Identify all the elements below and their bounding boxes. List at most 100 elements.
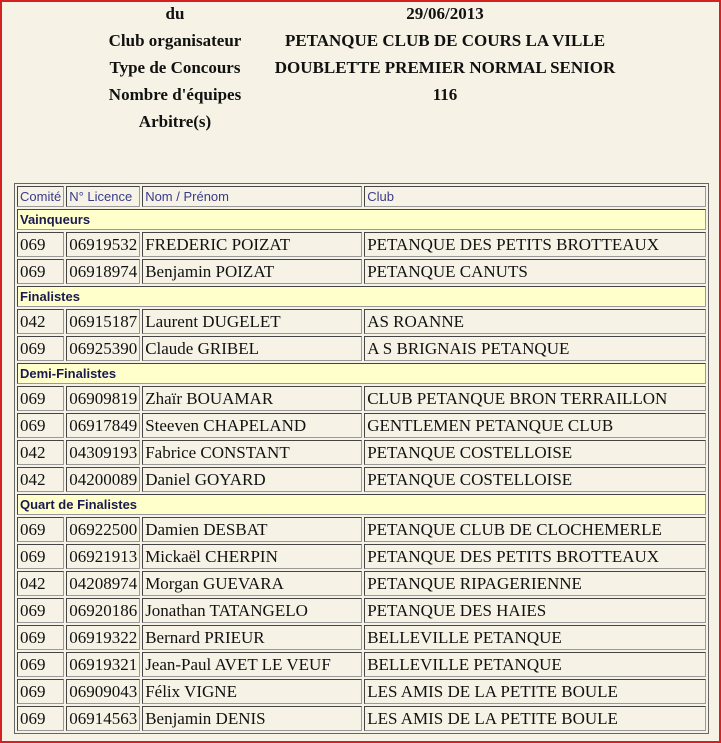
cell-licence: 04208974 [66,571,141,596]
cell-comite: 069 [17,598,65,623]
cell-licence: 04200089 [66,467,141,492]
section-title: Vainqueurs [17,209,706,230]
section-row: Vainqueurs [17,209,706,230]
cell-club: PETANQUE DES PETITS BROTTEAUX [364,544,706,569]
cell-nom: Morgan GUEVARA [142,571,363,596]
table-row: 069 06922500 Damien DESBAT PETANQUE CLUB DE… [17,517,706,542]
cell-licence: 06918974 [66,259,141,284]
cell-nom: Benjamin DENIS [142,706,363,731]
cell-licence: 06925390 [66,336,141,361]
cell-comite: 042 [17,309,65,334]
cell-club: LES AMIS DE LA PETITE BOULE [364,706,706,731]
info-label: Club organisateur [108,31,242,50]
table-row: 069 06918974 Benjamin POIZAT PETANQUE CANUT… [17,259,706,284]
cell-comite: 069 [17,517,65,542]
table-row: 042 06915187 Laurent DUGELET AS ROANNE [17,309,706,334]
table-row: 069 06909819 Zhaïr BOUAMAR CLUB PETANQUE BR… [17,386,706,411]
table-header-row: Comité N° Licence Nom / Prénom Club [17,186,706,207]
cell-nom: Jean-Paul AVET LE VEUF [142,652,363,677]
header-licence: N° Licence [66,186,141,207]
cell-club: PETANQUE RIPAGERIENNE [364,571,706,596]
cell-comite: 069 [17,544,65,569]
table-row: 069 06914563 Benjamin DENIS LES AMIS DE LA … [17,706,706,731]
cell-club: GENTLEMEN PETANQUE CLUB [364,413,706,438]
cell-licence: 06915187 [66,309,141,334]
info-value: 116 [432,85,458,104]
table-row: 042 04208974 Morgan GUEVARA PETANQUE RIPAGE… [17,571,706,596]
cell-licence: 06922500 [66,517,141,542]
cell-licence: 06919322 [66,625,141,650]
cell-club: CLUB PETANQUE BRON TERRAILLON [364,386,706,411]
cell-comite: 069 [17,259,65,284]
section-row: Quart de Finalistes [17,494,706,515]
cell-comite: 069 [17,679,65,704]
table-row: 042 04200089 Daniel GOYARD PETANQUE COSTELL… [17,467,706,492]
cell-comite: 042 [17,571,65,596]
cell-comite: 069 [17,413,65,438]
cell-licence: 06919321 [66,652,141,677]
cell-nom: Bernard PRIEUR [142,625,363,650]
cell-comite: 069 [17,386,65,411]
cell-club: PETANQUE CANUTS [364,259,706,284]
table-row: 069 06919532 FREDERIC POIZAT PETANQUE DES P… [17,232,706,257]
cell-comite: 069 [17,232,65,257]
results-table: Comité N° Licence Nom / Prénom Club Vain… [14,183,709,734]
table-row: 069 06909043 Félix VIGNE LES AMIS DE LA PET… [17,679,706,704]
cell-comite: 042 [17,440,65,465]
section-row: Finalistes [17,286,706,307]
cell-nom: Fabrice CONSTANT [142,440,363,465]
info-label: du [165,4,185,23]
cell-comite: 042 [17,467,65,492]
cell-nom: Damien DESBAT [142,517,363,542]
table-row: 042 04309193 Fabrice CONSTANT PETANQUE COST… [17,440,706,465]
section-title: Quart de Finalistes [17,494,706,515]
info-label: Arbitre(s) [138,112,212,131]
cell-licence: 06914563 [66,706,141,731]
cell-licence: 06919532 [66,232,141,257]
cell-nom: Steeven CHAPELAND [142,413,363,438]
table-row: 069 06920186 Jonathan TATANGELO PETANQUE DE… [17,598,706,623]
header-club: Club [364,186,706,207]
cell-nom: Benjamin POIZAT [142,259,363,284]
cell-club: A S BRIGNAIS PETANQUE [364,336,706,361]
table-row: 069 06919322 Bernard PRIEUR BELLEVILLE PETA… [17,625,706,650]
cell-club: LES AMIS DE LA PETITE BOULE [364,679,706,704]
cell-comite: 069 [17,336,65,361]
info-value: 29/06/2013 [406,4,484,23]
cell-nom: Daniel GOYARD [142,467,363,492]
table-row: 069 06917849 Steeven CHAPELAND GENTLEMEN PE… [17,413,706,438]
cell-licence: 06909819 [66,386,141,411]
cell-licence: 06920186 [66,598,141,623]
header-nom: Nom / Prénom [142,186,363,207]
cell-nom: Zhaïr BOUAMAR [142,386,363,411]
cell-licence: 04309193 [66,440,141,465]
section-title: Demi-Finalistes [17,363,706,384]
cell-licence: 06909043 [66,679,141,704]
cell-club: PETANQUE DES HAIES [364,598,706,623]
cell-club: AS ROANNE [364,309,706,334]
table-row: 069 06921913 Mickaël CHERPIN PETANQUE DES P… [17,544,706,569]
section-row: Demi-Finalistes [17,363,706,384]
table-row: 069 06919321 Jean-Paul AVET LE VEUF BELLEVI… [17,652,706,677]
header-comite: Comité [17,186,65,207]
cell-nom: Claude GRIBEL [142,336,363,361]
info-label: Nombre d'équipes [108,85,242,104]
info-label: Type de Concours [109,58,241,77]
info-value: DOUBLETTE PREMIER NORMAL SENIOR [274,58,616,77]
info-value: PETANQUE CLUB DE COURS LA VILLE [284,31,606,50]
cell-nom: Laurent DUGELET [142,309,363,334]
cell-club: PETANQUE COSTELLOISE [364,467,706,492]
cell-nom: Jonathan TATANGELO [142,598,363,623]
cell-nom: Mickaël CHERPIN [142,544,363,569]
cell-licence: 06921913 [66,544,141,569]
cell-comite: 069 [17,625,65,650]
cell-nom: FREDERIC POIZAT [142,232,363,257]
cell-licence: 06917849 [66,413,141,438]
cell-club: BELLEVILLE PETANQUE [364,625,706,650]
table-row: 069 06925390 Claude GRIBEL A S BRIGNAIS PET… [17,336,706,361]
cell-club: BELLEVILLE PETANQUE [364,652,706,677]
cell-club: PETANQUE DES PETITS BROTTEAUX [364,232,706,257]
section-title: Finalistes [17,286,706,307]
cell-nom: Félix VIGNE [142,679,363,704]
cell-comite: 069 [17,652,65,677]
